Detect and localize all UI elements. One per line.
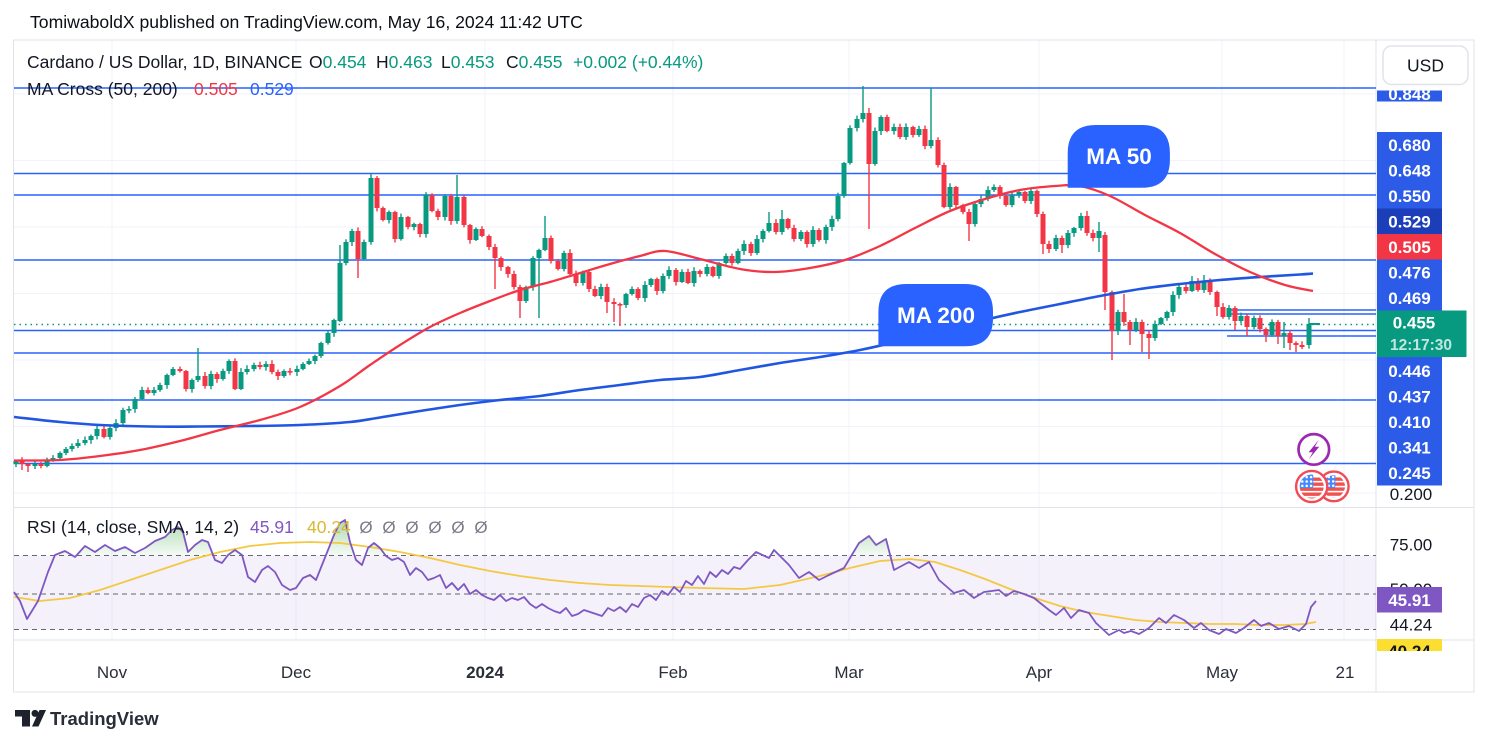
- svg-text:Ø: Ø: [428, 518, 441, 537]
- svg-text:Mar: Mar: [834, 663, 864, 682]
- svg-text:Cardano / US Dollar, 1D, BINAN: Cardano / US Dollar, 1D, BINANCE: [27, 52, 302, 72]
- svg-text:0.245: 0.245: [1388, 464, 1431, 483]
- svg-text:0.455: 0.455: [1393, 314, 1436, 333]
- svg-text:L0.453: L0.453: [441, 52, 495, 72]
- svg-text:Feb: Feb: [658, 663, 687, 682]
- svg-text:C0.455: C0.455: [506, 52, 562, 72]
- svg-text:Ø: Ø: [359, 518, 372, 537]
- svg-text:21: 21: [1336, 663, 1355, 682]
- svg-text:MA 50: MA 50: [1086, 144, 1151, 169]
- svg-text:Ø: Ø: [382, 518, 395, 537]
- svg-text:May: May: [1206, 663, 1239, 682]
- svg-text:0.341: 0.341: [1388, 438, 1431, 457]
- svg-text:TomiwaboldX published on Tradi: TomiwaboldX published on TradingView.com…: [30, 12, 583, 32]
- svg-text:Ø: Ø: [451, 518, 464, 537]
- svg-text:RSI (14, close, SMA, 14, 2): RSI (14, close, SMA, 14, 2): [27, 517, 239, 537]
- svg-text:Ø: Ø: [474, 518, 487, 537]
- svg-text:0.469: 0.469: [1388, 289, 1431, 308]
- svg-text:0.446: 0.446: [1388, 362, 1431, 381]
- svg-text:+0.002 (+0.44%): +0.002 (+0.44%): [573, 52, 703, 72]
- svg-text:0.648: 0.648: [1388, 161, 1431, 180]
- svg-text:H0.463: H0.463: [376, 52, 432, 72]
- svg-text:Dec: Dec: [281, 663, 312, 682]
- svg-text:MA Cross (50, 200): MA Cross (50, 200): [27, 79, 178, 99]
- svg-text:MA 200: MA 200: [897, 303, 975, 328]
- svg-text:75.00: 75.00: [1390, 536, 1433, 555]
- svg-text:0.529: 0.529: [1388, 212, 1431, 231]
- svg-text:Apr: Apr: [1026, 663, 1053, 682]
- svg-text:0.505: 0.505: [194, 79, 238, 99]
- svg-text:44.24: 44.24: [1390, 616, 1433, 635]
- svg-text:0.410: 0.410: [1388, 413, 1431, 432]
- svg-text:0.680: 0.680: [1388, 136, 1431, 155]
- svg-text:45.91: 45.91: [250, 517, 294, 537]
- svg-text:Ø: Ø: [405, 518, 418, 537]
- svg-text:12:17:30: 12:17:30: [1390, 337, 1452, 354]
- svg-text:TradingView: TradingView: [50, 708, 159, 729]
- svg-text:Nov: Nov: [97, 663, 128, 682]
- svg-text:2024: 2024: [466, 663, 504, 682]
- svg-text:40.24: 40.24: [307, 517, 351, 537]
- svg-text:0.437: 0.437: [1388, 387, 1431, 406]
- svg-text:0.529: 0.529: [250, 79, 294, 99]
- svg-text:USD: USD: [1407, 56, 1444, 76]
- svg-text:40.24: 40.24: [1388, 642, 1431, 661]
- svg-text:0.550: 0.550: [1388, 187, 1431, 206]
- svg-text:0.848: 0.848: [1388, 85, 1431, 104]
- svg-text:0.505: 0.505: [1388, 238, 1431, 257]
- svg-text:0.200: 0.200: [1390, 485, 1433, 504]
- svg-text:O0.454: O0.454: [309, 52, 367, 72]
- svg-text:45.91: 45.91: [1388, 591, 1431, 610]
- svg-text:0.476: 0.476: [1388, 263, 1431, 282]
